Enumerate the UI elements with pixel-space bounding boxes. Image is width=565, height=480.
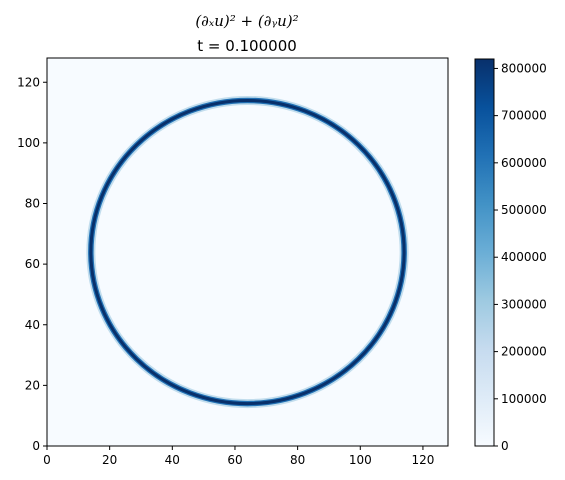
y-tick-label: 100 [17,136,40,150]
y-tick-label: 20 [25,378,40,392]
colorbar-tick-label: 300000 [501,297,547,311]
plot-frame [46,57,449,447]
x-tick-label: 100 [349,453,372,467]
x-tick-label: 20 [102,453,117,467]
x-axis: 0 20 40 60 80 100 120 [43,446,434,467]
ring-core [89,98,406,406]
colorbar-tick-label: 700000 [501,109,547,123]
colorbar-tick-label: 400000 [501,250,547,264]
colorbar-tick-label: 500000 [501,203,547,217]
colorbar-tick-label: 600000 [501,156,547,170]
y-tick-label: 0 [32,439,40,453]
chart-title-math: (∂ₓu)² + (∂ᵧu)² [195,12,298,30]
x-tick-label: 80 [290,453,305,467]
y-tick-label: 60 [25,257,40,271]
x-tick-label: 40 [165,453,180,467]
y-axis: 0 20 40 60 80 100 120 [17,75,47,453]
colorbar [474,58,495,447]
y-tick-label: 80 [25,197,40,211]
x-tick-label: 60 [227,453,242,467]
colorbar-axis: 0 100000 200000 300000 400000 500000 600000 700… [494,61,547,453]
x-tick-label: 0 [43,453,51,467]
chart-title-time: t = 0.100000 [197,37,297,55]
heatmap-plot [47,58,448,446]
x-tick-label: 120 [411,453,434,467]
colorbar-tick-label: 200000 [501,345,547,359]
colorbar-tick-label: 0 [501,439,509,453]
y-tick-label: 40 [25,318,40,332]
colorbar-tick-label: 800000 [501,61,547,75]
heatmap-background [47,58,448,446]
y-tick-label: 120 [17,75,40,89]
colorbar-tick-label: 100000 [501,392,547,406]
